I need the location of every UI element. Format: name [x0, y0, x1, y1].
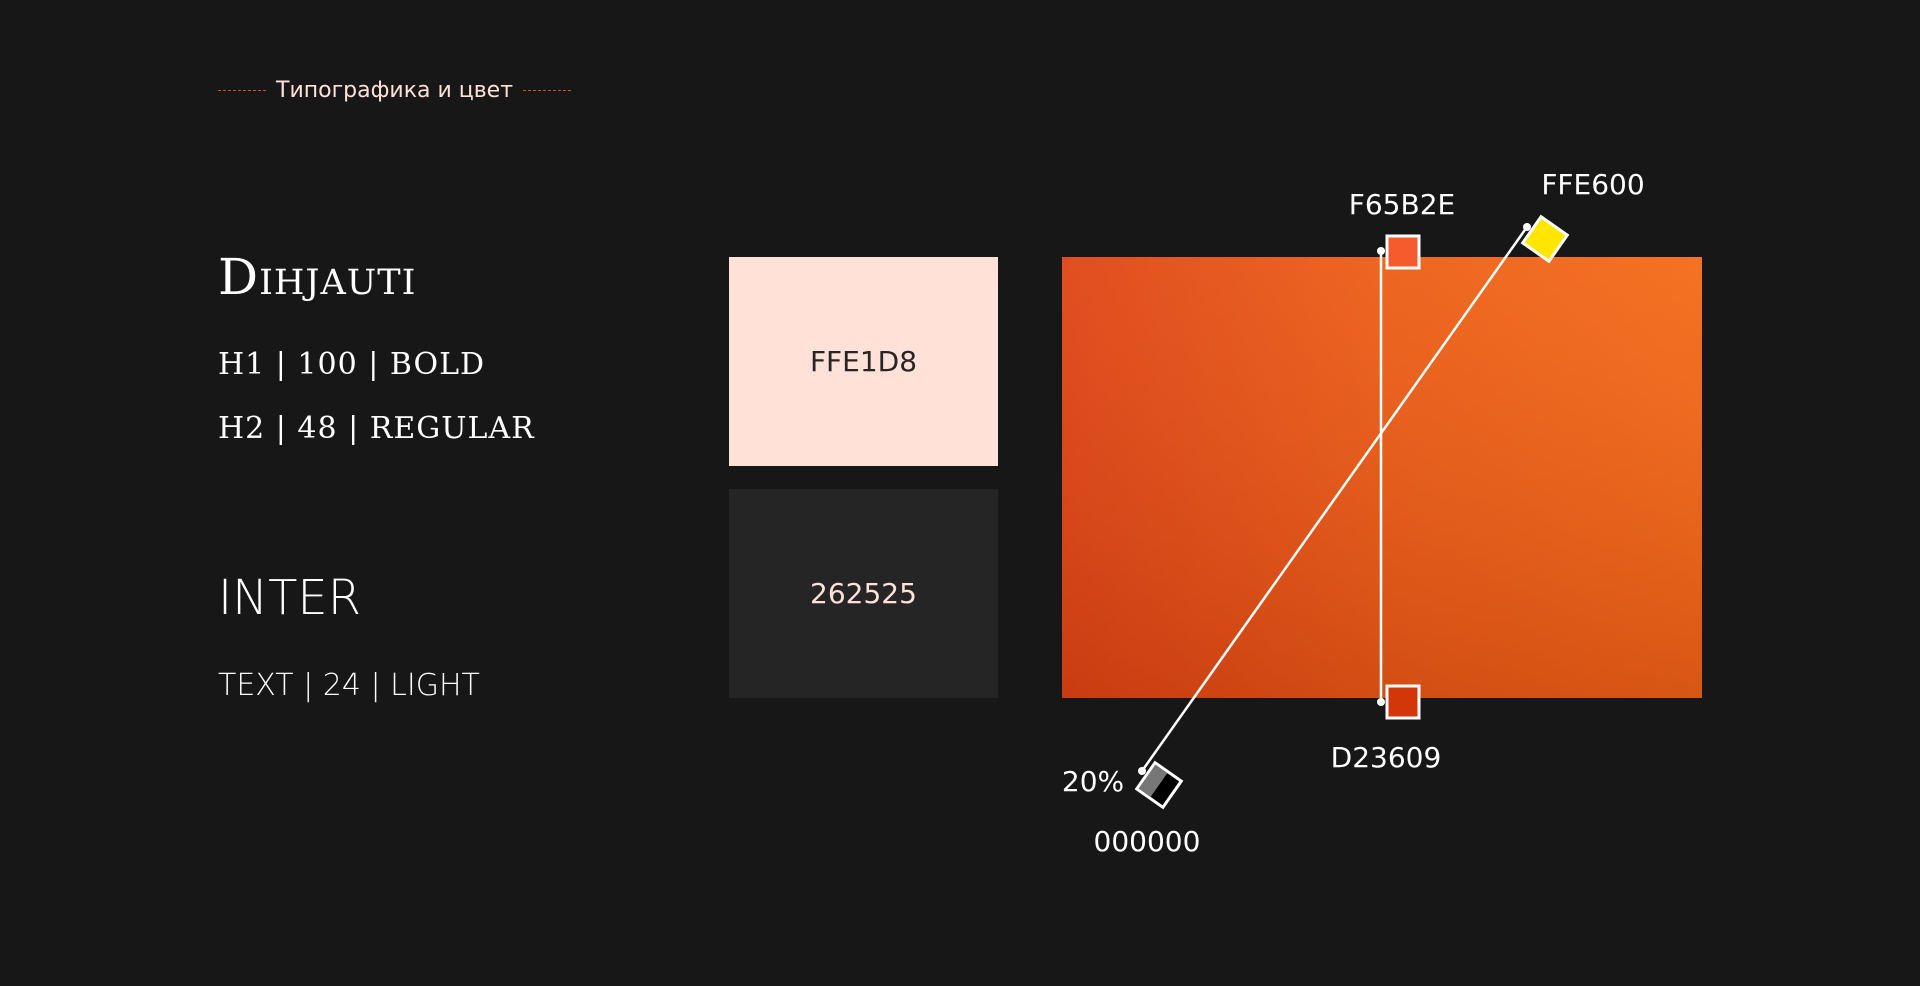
- text-spec: TEXT | 24 | LIGHT: [218, 668, 480, 703]
- sans-font-name: INTER: [218, 570, 362, 626]
- opacity-label: 20%: [1062, 765, 1124, 798]
- h2-spec: H2 | 48 | REGULAR: [218, 411, 535, 446]
- axis-handle[interactable]: [1377, 698, 1385, 706]
- color-stop-f65b2e[interactable]: [1385, 234, 1421, 270]
- diagonal-gradient-axis: [1140, 226, 1529, 772]
- stop-label: F65B2E: [1349, 188, 1455, 221]
- stop-label: D23609: [1331, 741, 1442, 774]
- swatch-dark: 262525: [729, 489, 998, 698]
- serif-font-name: Dihjauti: [218, 248, 417, 306]
- section-header: Типографика и цвет: [218, 78, 572, 103]
- axis-handle[interactable]: [1377, 247, 1385, 255]
- swatch-label: FFE1D8: [809, 345, 918, 378]
- section-title: Типографика и цвет: [276, 78, 514, 103]
- axis-handle[interactable]: [1523, 223, 1531, 231]
- color-stop-000000[interactable]: [1134, 760, 1184, 810]
- h1-spec: H1 | 100 | BOLD: [218, 347, 486, 382]
- color-stop-ffe600[interactable]: [1520, 214, 1570, 264]
- stop-label: FFE600: [1541, 168, 1644, 201]
- divider: [218, 90, 266, 91]
- divider: [523, 90, 572, 91]
- swatch-label: 262525: [810, 577, 917, 610]
- stop-label: 000000: [1094, 825, 1201, 858]
- axis-handle[interactable]: [1138, 767, 1146, 775]
- swatch-light: FFE1D8: [729, 257, 998, 466]
- color-stop-d23609[interactable]: [1385, 684, 1421, 720]
